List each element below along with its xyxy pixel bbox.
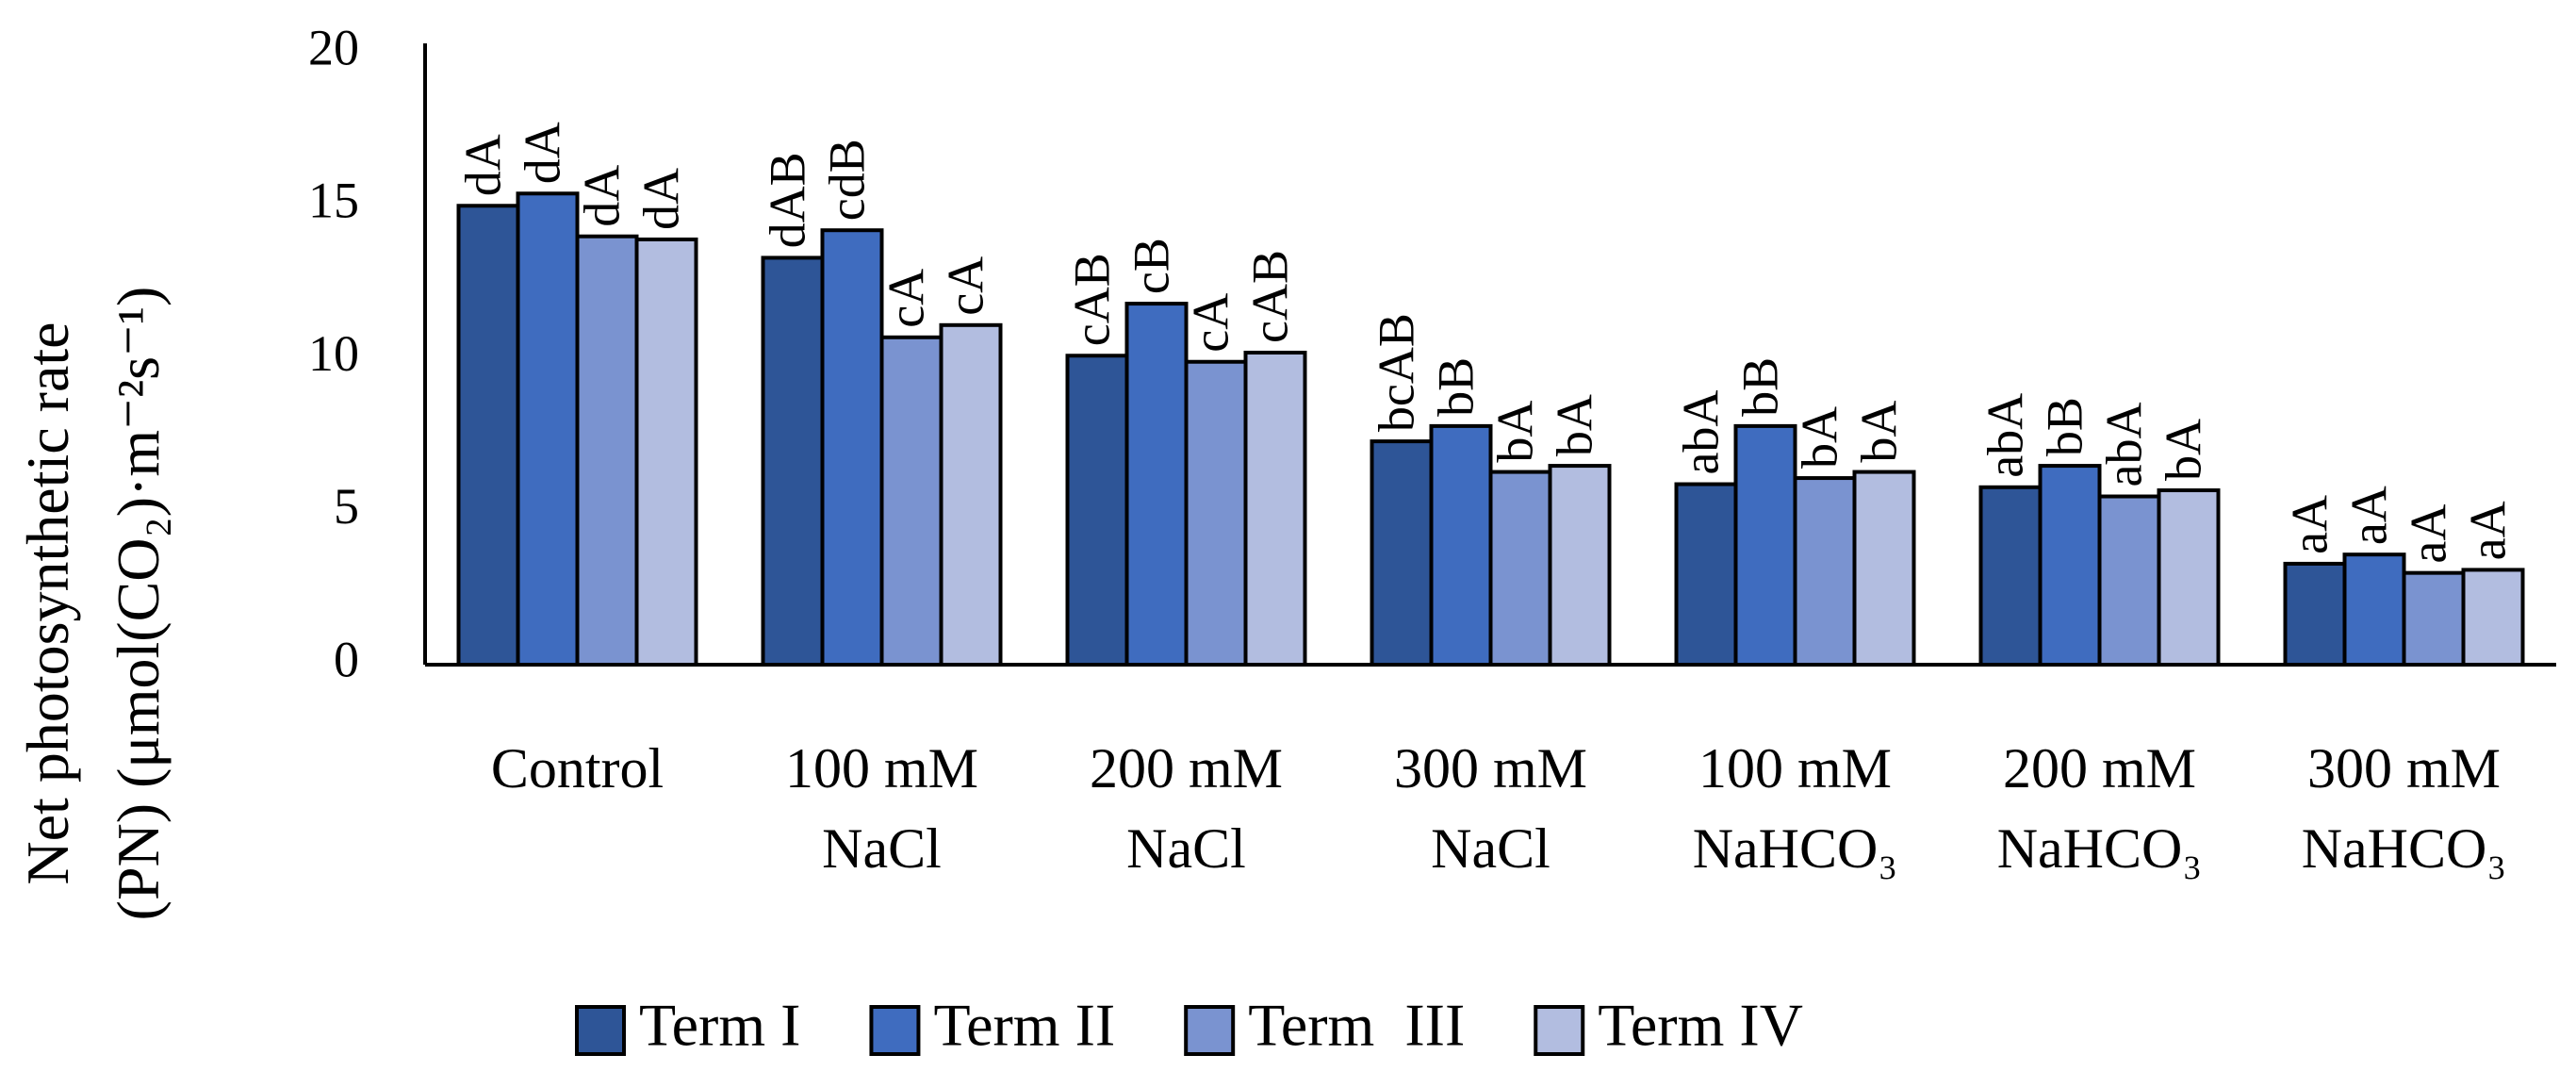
- bar: [1124, 302, 1189, 667]
- bar: [2342, 552, 2406, 667]
- legend-label: Term I: [639, 992, 800, 1059]
- x-tick-label: 300 mM: [2307, 737, 2501, 800]
- bar: [820, 228, 884, 668]
- significance-label: cA: [878, 269, 934, 328]
- significance-label: cB: [1123, 238, 1179, 294]
- bar: [456, 204, 520, 667]
- significance-label: aA: [2340, 486, 2397, 545]
- significance-label: bB: [2036, 397, 2092, 456]
- bar: [761, 256, 825, 667]
- significance-label: cAB: [1241, 250, 1298, 343]
- significance-label: cAB: [1063, 253, 1120, 346]
- x-tick-label: 100 mM: [1698, 737, 1892, 800]
- significance-label: dA: [514, 122, 570, 184]
- bar: [1548, 464, 1612, 668]
- x-tick-label: NaHCO₃: [1693, 817, 1898, 880]
- significance-label: bA: [1546, 394, 1602, 456]
- significance-label: bB: [1731, 357, 1788, 417]
- x-tick-label: 200 mM: [1090, 737, 1283, 800]
- bar: [634, 237, 698, 667]
- significance-label: cdB: [818, 139, 875, 221]
- legend-swatch: [575, 1005, 626, 1056]
- bar: [2038, 464, 2102, 668]
- significance-label: bA: [2155, 419, 2211, 481]
- significance-label: dAB: [759, 152, 815, 248]
- y-tick-label: 10: [308, 325, 359, 382]
- significance-label: dA: [573, 165, 630, 227]
- x-tick-label: NaCl: [1431, 817, 1551, 880]
- bar: [1243, 351, 1307, 667]
- significance-label: abA: [1672, 390, 1729, 475]
- significance-label: cA: [1182, 293, 1239, 353]
- significance-label: aA: [2400, 504, 2456, 564]
- bar: [2461, 568, 2525, 668]
- bar: [879, 335, 943, 667]
- bar: [1978, 485, 2043, 667]
- y-axis-label: Net photosynthetic rate: [14, 321, 81, 884]
- legend-label: Term IV: [1598, 992, 1803, 1059]
- legend-swatch: [1534, 1005, 1585, 1056]
- significance-label: aA: [2281, 495, 2338, 554]
- legend-label: Term III: [1248, 992, 1465, 1059]
- bar: [2097, 494, 2161, 668]
- legend-swatch: [869, 1005, 921, 1056]
- bar: [1674, 482, 1738, 667]
- bar: [516, 191, 580, 668]
- bar: [1184, 359, 1248, 667]
- bar: [1429, 423, 1493, 668]
- x-tick-label: NaHCO₃: [1997, 817, 2203, 880]
- x-tick-label: NaHCO₃: [2302, 817, 2507, 880]
- x-tick-label: 300 mM: [1394, 737, 1587, 800]
- bar: [1488, 470, 1552, 667]
- x-tick-label: 100 mM: [785, 737, 978, 800]
- bar: [1370, 439, 1434, 667]
- x-tick-label: NaCl: [822, 817, 942, 880]
- bar: [1793, 476, 1857, 667]
- significance-label: bA: [1791, 406, 1847, 469]
- significance-label: cA: [937, 256, 993, 316]
- significance-label: bcAB: [1368, 313, 1424, 432]
- significance-label: abA: [2095, 403, 2152, 487]
- significance-label: bA: [1850, 401, 1907, 463]
- significance-label: abA: [1977, 393, 2033, 478]
- legend-swatch: [1184, 1005, 1236, 1056]
- y-tick-label: 20: [308, 19, 359, 75]
- bar: [2283, 561, 2347, 667]
- x-tick-label: Control: [491, 737, 664, 800]
- y-tick-label: 0: [334, 631, 359, 687]
- bar: [575, 234, 639, 667]
- legend-label: Term II: [933, 992, 1115, 1059]
- bar: [1852, 470, 1916, 667]
- significance-label: bB: [1427, 357, 1484, 417]
- bar: [1733, 423, 1797, 668]
- significance-label: aA: [2459, 501, 2516, 560]
- significance-label: bA: [1486, 401, 1543, 463]
- bar: [939, 322, 1003, 667]
- y-axis-label: (PN) (μmol(CO₂)·m⁻²s⁻¹): [105, 287, 172, 921]
- y-tick-label: 15: [308, 173, 359, 229]
- bar: [2157, 488, 2221, 667]
- significance-label: dA: [454, 134, 511, 196]
- y-tick-label: 5: [334, 478, 359, 535]
- bar: [2402, 570, 2466, 668]
- x-tick-label: NaCl: [1126, 817, 1246, 880]
- bar: [1065, 354, 1129, 667]
- significance-label: dA: [632, 168, 689, 230]
- x-tick-label: 200 mM: [2003, 737, 2196, 800]
